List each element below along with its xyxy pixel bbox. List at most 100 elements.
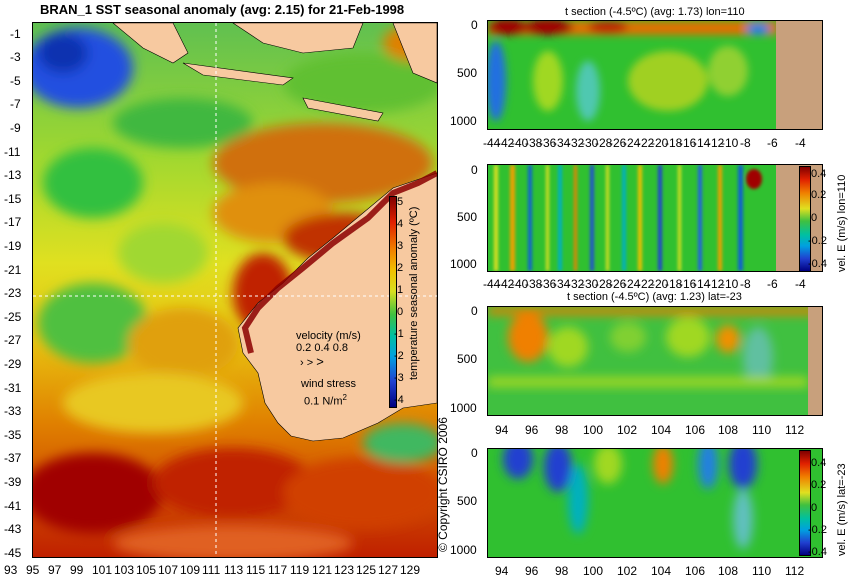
map-ytick: -17 (4, 215, 22, 229)
p2-xtick: -14 (693, 277, 711, 291)
p1-xtick: -14 (693, 136, 711, 150)
p1-xtick: -10 (721, 136, 739, 150)
map-xtick: 113 (224, 563, 244, 577)
p4-xtick: 110 (752, 564, 772, 578)
map-ytick: -9 (10, 121, 21, 135)
p3-xtick: 94 (495, 423, 509, 437)
p1-ytick: 1000 (450, 114, 477, 128)
vcb2-tick: -0.4 (808, 546, 827, 558)
cbar-tick: -1 (394, 328, 404, 340)
vel-colorbar-2 (799, 450, 811, 556)
map-ytick: -5 (10, 74, 21, 88)
p4-xtick: 106 (685, 564, 706, 578)
map-xtick: 101 (92, 563, 113, 577)
vcb1-tick: 0.2 (811, 189, 827, 201)
p1-xtick: -36 (539, 136, 557, 150)
map-xtick: 129 (400, 563, 421, 577)
p4-xtick: 98 (555, 564, 569, 578)
p4-xtick: 104 (651, 564, 672, 578)
cbar-tick: 1 (397, 284, 404, 296)
map-ytick: -25 (4, 310, 22, 324)
map-ytick: -45 (4, 546, 22, 560)
t-section-lat-23 (487, 306, 823, 416)
p2-xtick: -6 (767, 277, 778, 291)
map-ytick: -13 (4, 168, 22, 182)
p2-xtick: -26 (609, 277, 627, 291)
panel1-title: t section (-4.5ºC) (avg: 1.73) lon=110 (565, 6, 745, 18)
cbar-tick: 4 (397, 218, 404, 230)
map-ytick: -23 (4, 286, 22, 300)
map-xtick: 117 (268, 563, 288, 577)
newguinea-land (392, 23, 437, 84)
vcb2-tick: 0.2 (811, 479, 827, 491)
p1-xtick: -38 (525, 136, 543, 150)
map-ytick: -27 (4, 333, 22, 347)
p2-xtick: -10 (721, 277, 739, 291)
map-ytick: -37 (4, 451, 22, 465)
vcb1-tick: -0.2 (808, 235, 827, 247)
p4-xtick: 108 (718, 564, 739, 578)
map-xtick: 105 (136, 563, 157, 577)
vel-colorbar-1 (799, 166, 811, 272)
p2-xtick: -8 (740, 277, 751, 291)
p2-xtick: -38 (525, 277, 543, 291)
map-ytick: -3 (10, 50, 21, 64)
map-ytick: -21 (4, 263, 22, 277)
cbar-tick: 0 (397, 306, 404, 318)
map-xtick: 103 (114, 563, 135, 577)
australia-land (237, 172, 437, 442)
map-xtick: 121 (312, 563, 333, 577)
vcb2-tick: 0.4 (811, 457, 827, 469)
map-xtick: 115 (246, 563, 266, 577)
map-xtick: 97 (48, 563, 62, 577)
cbar-tick: 2 (397, 262, 404, 274)
borneo-land (232, 23, 364, 54)
p2-xtick: -12 (707, 277, 725, 291)
p2-xtick: -44 (483, 277, 501, 291)
p1-ytick: 500 (457, 66, 478, 80)
p2-xtick: -40 (511, 277, 529, 291)
map-ytick: -7 (10, 97, 21, 111)
map-ytick: -11 (4, 145, 21, 159)
p3-xtick: 106 (685, 423, 706, 437)
cbar-tick: -2 (394, 350, 404, 362)
p3-xtick: 96 (525, 423, 539, 437)
p1-xtick: -32 (567, 136, 585, 150)
p2-xtick: -4 (795, 277, 806, 291)
wind-legend: wind stress 0.1 N/m2 (301, 378, 356, 408)
timor-land (302, 97, 384, 122)
p4-xtick: 100 (583, 564, 604, 578)
map-xtick: 109 (180, 563, 201, 577)
p2-ytick: 500 (457, 210, 478, 224)
p4-xtick: 112 (785, 564, 805, 578)
panel3-title: t section (-4.5ºC) (avg: 1.23) lat=-23 (567, 291, 742, 303)
sst-colorbar (389, 196, 397, 408)
velocity-arrows: › > > (300, 354, 324, 369)
map-xtick: 99 (70, 563, 84, 577)
wind-exponent: 2 (342, 393, 347, 402)
p4-xtick: 102 (617, 564, 638, 578)
p1-xtick: -12 (707, 136, 725, 150)
p4-xtick: 94 (495, 564, 509, 578)
p1-xtick: -28 (595, 136, 613, 150)
sumatra-land (112, 23, 189, 64)
vcb2-tick: 0 (811, 502, 818, 514)
map-ytick: -35 (4, 428, 22, 442)
map-title: BRAN_1 SST seasonal anomaly (avg: 2.15) … (40, 2, 405, 17)
p1-xtick: -44 (483, 136, 501, 150)
p3-xtick: 112 (785, 423, 805, 437)
map-xtick: 95 (26, 563, 40, 577)
p3-ytick: 0 (471, 304, 478, 318)
map-xtick: 125 (356, 563, 377, 577)
p3-xtick: 104 (651, 423, 672, 437)
map-ytick: -15 (4, 192, 22, 206)
p2-xtick: -42 (497, 277, 515, 291)
velocity-legend: velocity (m/s) 0.2 0.4 0.8 › > > (296, 330, 361, 369)
map-xtick: 123 (334, 563, 355, 577)
sst-colorbar-label: temperature seasonal anomaly (ºC) (408, 206, 420, 380)
p1-xtick: -18 (665, 136, 683, 150)
p3-ytick: 500 (457, 352, 478, 366)
p3-xtick: 108 (718, 423, 739, 437)
vel-section-lon110 (487, 164, 823, 272)
p4-ytick: 0 (471, 446, 478, 460)
